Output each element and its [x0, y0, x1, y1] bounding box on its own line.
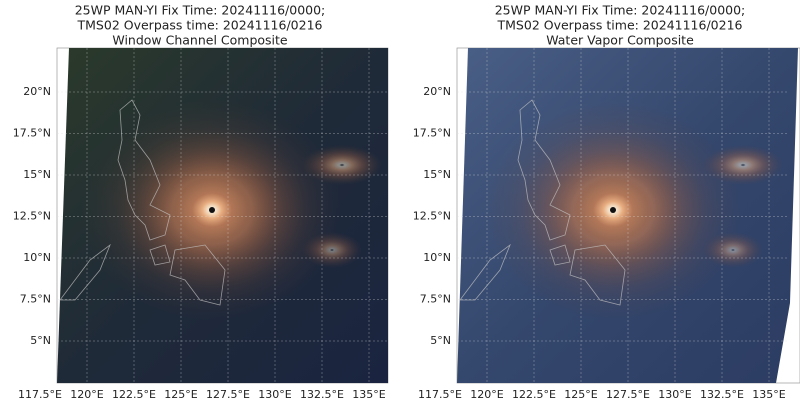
lat-label: 20°N: [23, 85, 51, 98]
lat-label: 20°N: [423, 85, 451, 98]
storm-eye: [209, 207, 215, 213]
panel-title: Water Vapor Composite: [546, 33, 694, 48]
lon-label: 127.5°E: [206, 388, 250, 401]
panel-title: TMS02 Overpass time: 20241116/0216: [77, 18, 323, 33]
lat-label: 5°N: [30, 334, 51, 347]
lon-label: 125°E: [164, 388, 197, 401]
lon-label: 130°E: [658, 388, 691, 401]
map-panel: 25WP MAN-YI Fix Time: 20241116/0000;TMS0…: [13, 3, 389, 401]
panel-title: Window Channel Composite: [112, 33, 288, 48]
lat-label: 5°N: [430, 334, 451, 347]
lon-label: 135°E: [752, 388, 785, 401]
lat-label: 7.5°N: [20, 293, 51, 306]
map-panel: 25WP MAN-YI Fix Time: 20241116/0000;TMS0…: [413, 3, 800, 401]
storm-eye: [610, 207, 616, 213]
lon-label: 127.5°E: [606, 388, 650, 401]
cloud-band: [302, 145, 382, 185]
lon-label: 135°E: [352, 388, 385, 401]
lon-label: 122.5°E: [512, 388, 556, 401]
lat-label: 17.5°N: [13, 127, 51, 140]
panel-title: 25WP MAN-YI Fix Time: 20241116/0000;: [495, 3, 746, 18]
panel-title: TMS02 Overpass time: 20241116/0216: [497, 18, 743, 33]
cloud-band: [302, 232, 362, 268]
lat-label: 12.5°N: [413, 210, 451, 223]
coastline: [459, 99, 626, 306]
lon-label: 120°E: [70, 388, 103, 401]
lat-label: 17.5°N: [413, 127, 451, 140]
lat-label: 15°N: [23, 168, 51, 181]
lat-label: 7.5°N: [420, 293, 451, 306]
lon-label: 132.5°E: [700, 388, 744, 401]
lat-label: 10°N: [423, 251, 451, 264]
lon-label: 117.5°E: [18, 388, 62, 401]
coastline: [59, 99, 226, 306]
lon-label: 122.5°E: [112, 388, 156, 401]
cloud-band: [703, 232, 763, 268]
lon-label: 117.5°E: [418, 388, 462, 401]
lat-label: 12.5°N: [13, 210, 51, 223]
cloud-band: [703, 145, 783, 185]
lon-label: 125°E: [564, 388, 597, 401]
lat-label: 10°N: [23, 251, 51, 264]
lat-label: 15°N: [423, 168, 451, 181]
lon-label: 130°E: [258, 388, 291, 401]
panel-title: 25WP MAN-YI Fix Time: 20241116/0000;: [75, 3, 326, 18]
lon-label: 120°E: [470, 388, 503, 401]
lon-label: 132.5°E: [300, 388, 344, 401]
